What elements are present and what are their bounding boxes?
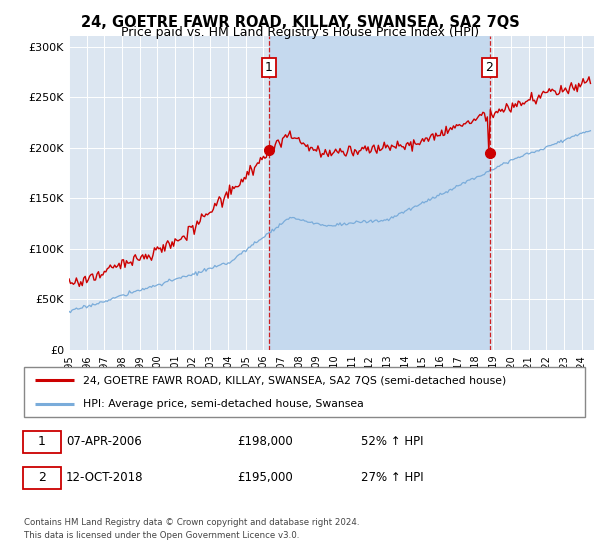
- Text: 1: 1: [38, 435, 46, 448]
- FancyBboxPatch shape: [23, 431, 61, 452]
- Text: 24, GOETRE FAWR ROAD, KILLAY, SWANSEA, SA2 7QS (semi-detached house): 24, GOETRE FAWR ROAD, KILLAY, SWANSEA, S…: [83, 375, 506, 385]
- Text: 12-OCT-2018: 12-OCT-2018: [66, 472, 143, 484]
- Text: 2: 2: [38, 472, 46, 484]
- Text: HPI: Average price, semi-detached house, Swansea: HPI: Average price, semi-detached house,…: [83, 399, 364, 409]
- Text: Contains HM Land Registry data © Crown copyright and database right 2024.: Contains HM Land Registry data © Crown c…: [24, 518, 359, 527]
- Text: £198,000: £198,000: [237, 435, 293, 448]
- Text: 27% ↑ HPI: 27% ↑ HPI: [361, 472, 423, 484]
- Text: This data is licensed under the Open Government Licence v3.0.: This data is licensed under the Open Gov…: [24, 531, 299, 540]
- Bar: [269, 36, 490, 350]
- FancyBboxPatch shape: [24, 367, 585, 417]
- Text: 52% ↑ HPI: 52% ↑ HPI: [361, 435, 423, 448]
- Text: 1: 1: [265, 61, 272, 74]
- Text: 07-APR-2006: 07-APR-2006: [66, 435, 142, 448]
- Text: 24, GOETRE FAWR ROAD, KILLAY, SWANSEA, SA2 7QS: 24, GOETRE FAWR ROAD, KILLAY, SWANSEA, S…: [80, 15, 520, 30]
- FancyBboxPatch shape: [23, 467, 61, 489]
- Text: £195,000: £195,000: [237, 472, 293, 484]
- Text: 2: 2: [485, 61, 493, 74]
- Text: Price paid vs. HM Land Registry's House Price Index (HPI): Price paid vs. HM Land Registry's House …: [121, 26, 479, 39]
